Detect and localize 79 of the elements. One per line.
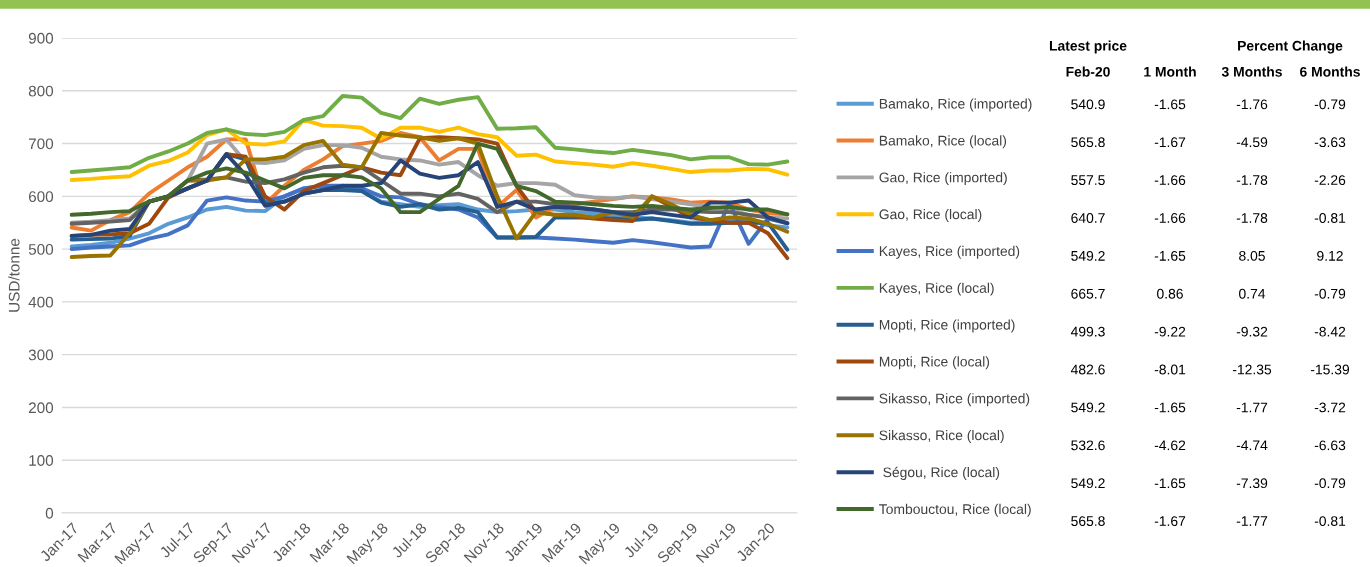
legend-label: Bamako, Rice (imported) [879,98,1032,112]
y-tick-label: 400 [28,296,54,308]
text: -1.65 [1154,99,1186,110]
text: -0.79 [1314,478,1346,489]
text: 0.86 [1157,288,1183,299]
text: 9.12 [1317,250,1343,261]
text: -1.67 [1154,516,1186,527]
text: Latest price [1049,40,1127,54]
text: -1.76 [1236,99,1268,110]
y-tick-label: 100 [29,455,54,466]
legend-label: Tombouctou, Rice (local) [879,503,1031,517]
text: -0.79 [1314,99,1346,110]
y-tick-label: 800 [28,85,54,97]
text: -4.62 [1154,440,1186,451]
text: 3 Months [1221,66,1282,77]
text: -4.74 [1236,440,1268,451]
text: 482.6 [1070,364,1105,375]
text: 549.2 [1071,478,1105,489]
text: 532.6 [1071,440,1105,451]
text: -3.72 [1314,402,1346,413]
y-tick-label: 500 [28,243,54,255]
text: Percent Change [1238,40,1343,54]
y-tick-label: 300 [28,349,54,361]
text: 565.8 [1071,516,1105,527]
y-tick-label: 900 [28,32,54,44]
text: -1.65 [1154,250,1186,261]
text: -3.63 [1314,137,1346,148]
legend-label: Kayes, Rice (imported) [879,245,1020,259]
text: -1.66 [1154,213,1186,223]
text: -0.81 [1314,213,1346,223]
text: 1 Month [1144,66,1196,77]
text: -12.35 [1232,364,1272,375]
legend-label: Gao, Rice (imported) [879,172,1007,186]
text: -1.65 [1154,478,1186,489]
text: -9.22 [1154,326,1186,337]
text: -1.78 [1236,175,1268,186]
text: -8.42 [1314,326,1346,337]
legend-label: Kayes, Rice (local) [879,282,994,296]
text: -1.77 [1236,516,1268,526]
text: 540.9 [1071,99,1105,110]
line-series [69,117,790,182]
legend-label: Gao, Rice (local) [879,209,982,222]
text: Feb-20 [1066,66,1110,77]
text: -1.77 [1236,402,1268,413]
text: 6 Months [1300,66,1360,77]
text: -1.65 [1154,402,1186,413]
text: -15.39 [1310,364,1350,375]
text: -7.39 [1236,478,1268,489]
text: 565.8 [1071,137,1105,148]
text: -1.67 [1154,137,1186,148]
text: -1.66 [1154,175,1186,186]
text: 549.2 [1071,402,1105,413]
text: -1.78 [1236,213,1268,223]
text: -4.59 [1236,137,1268,148]
text: 0.74 [1239,288,1266,299]
text: -8.01 [1154,364,1186,375]
text: 665.7 [1071,288,1105,299]
y-tick-label: 200 [28,402,54,414]
text: 549.2 [1071,250,1105,261]
text: -2.26 [1314,175,1346,186]
legend-label: Bamako, Rice (local) [879,135,1007,149]
text: -0.79 [1314,288,1346,299]
line-series [69,94,790,175]
legend-label: Mopti, Rice (local) [879,356,990,370]
legend-label: Sikasso, Rice (imported) [879,393,1030,407]
y-tick-label: 0 [45,507,54,519]
text: -0.81 [1314,516,1346,527]
legend-label: Sikasso, Rice (local) [879,430,1004,443]
text: 557.5 [1071,175,1105,186]
text: -6.63 [1314,440,1346,451]
y-tick-label: 600 [28,191,54,203]
text: 640.7 [1071,213,1105,223]
legend-label: Ségou, Rice (local) [883,466,1000,480]
text: 8.05 [1239,250,1265,261]
y-axis-title: USD/tonne [8,238,20,312]
y-tick-label: 700 [28,138,54,150]
text: -9.32 [1236,326,1268,337]
legend-label: Mopti, Rice (imported) [879,319,1015,333]
text: 499.3 [1070,326,1105,337]
